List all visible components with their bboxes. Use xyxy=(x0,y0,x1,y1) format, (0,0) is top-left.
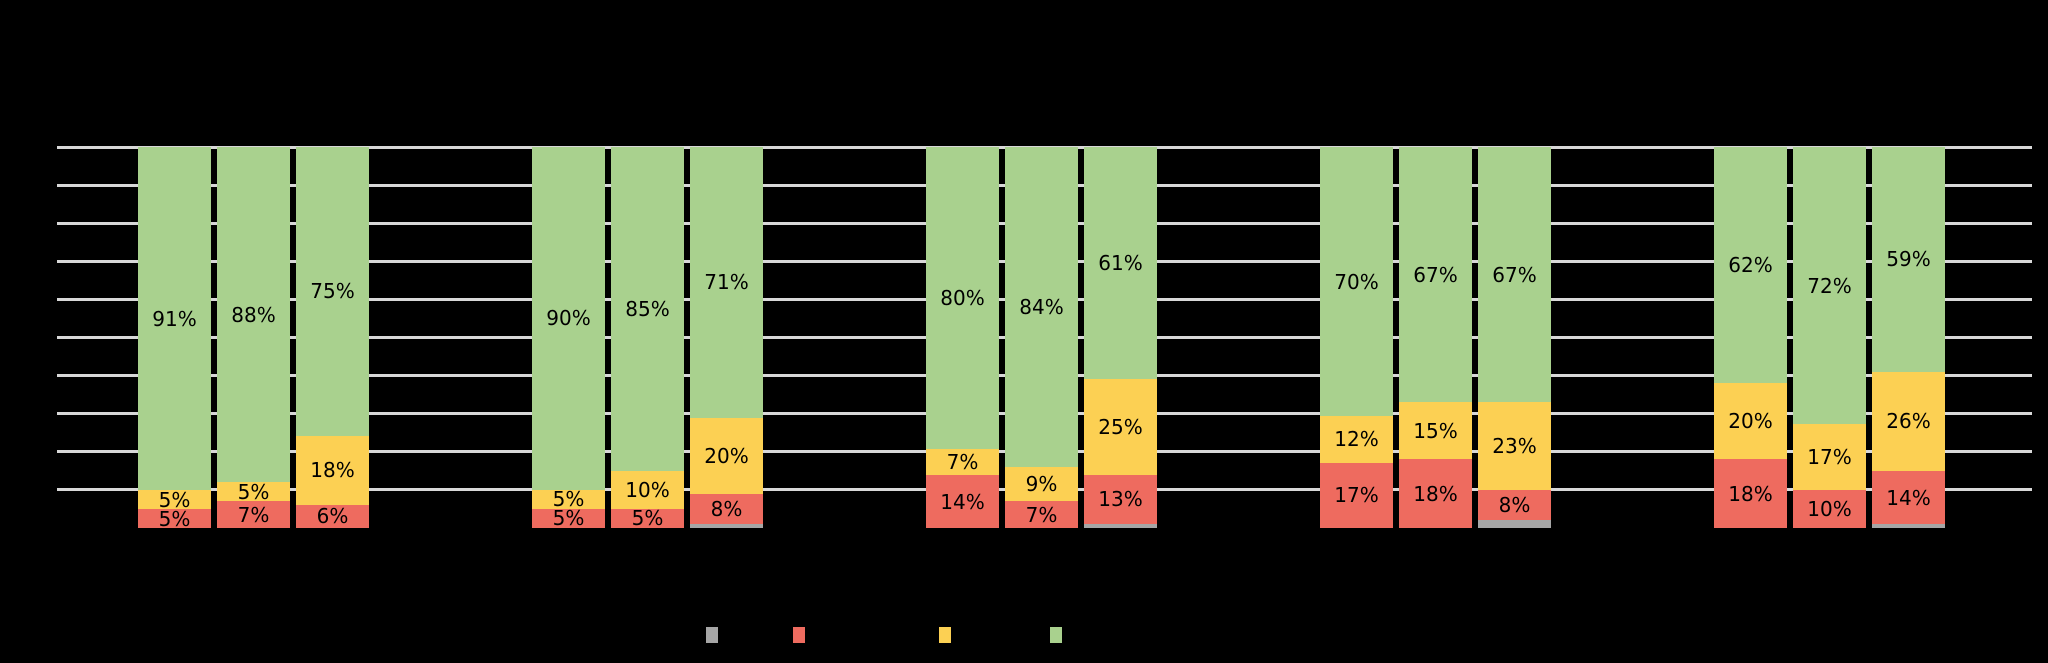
bar-segment-green-g1b2: 88% xyxy=(217,147,290,483)
bar-segment-green-g2b2: 85% xyxy=(611,147,684,471)
bar-segment-green-g3b2: 84% xyxy=(1005,147,1078,468)
legend-swatch-yellow xyxy=(939,627,951,643)
legend-swatch-gray xyxy=(706,627,718,643)
legend-swatch-green xyxy=(1050,627,1062,643)
bar-segment-gray-g2b3 xyxy=(690,524,763,528)
legend-swatch-red xyxy=(793,627,805,643)
bar-segment-gray-g4b3 xyxy=(1478,520,1551,528)
bar-segment-gray-g5b3 xyxy=(1872,524,1945,528)
bar-segment-gray-g3b3 xyxy=(1084,524,1157,528)
